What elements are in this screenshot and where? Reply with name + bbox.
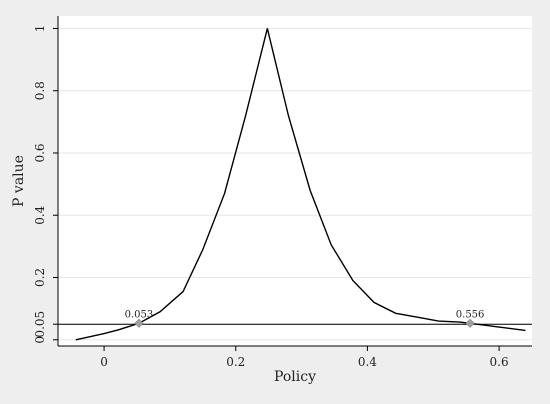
y-axis-title: P value bbox=[11, 155, 27, 207]
x-ticks: 0 0.2 0.4 0.6 bbox=[100, 346, 509, 369]
x-tick-label: 0.6 bbox=[490, 355, 509, 369]
y-tick-label: 0.2 bbox=[33, 268, 47, 287]
y-tick-label: 0.6 bbox=[33, 143, 47, 162]
y-tick-label: 1 bbox=[33, 25, 47, 33]
y-tick-label: 0.4 bbox=[33, 205, 47, 224]
p-value-curve bbox=[75, 28, 526, 341]
y-tick-label: 0.8 bbox=[33, 81, 47, 100]
x-tick-label: 0 bbox=[100, 355, 108, 369]
plot-area bbox=[58, 16, 532, 346]
axes bbox=[57, 16, 532, 347]
highlighted-points: 0.053 0.556 bbox=[125, 309, 485, 328]
highlight-point-marker bbox=[465, 318, 475, 328]
highlight-point-label: 0.053 bbox=[125, 309, 154, 320]
y-tick-label: 0 bbox=[33, 336, 47, 344]
x-tick-label: 0.2 bbox=[226, 355, 245, 369]
x-axis-title: Policy bbox=[274, 369, 316, 385]
x-tick-label: 0.4 bbox=[358, 355, 377, 369]
highlight-point-label: 0.556 bbox=[456, 309, 485, 320]
highlight-point-marker bbox=[134, 318, 144, 328]
y-tick-label: 0.05 bbox=[33, 311, 47, 338]
y-ticks: 00.05 0.2 0.4 0.6 0.8 1 bbox=[33, 25, 58, 344]
